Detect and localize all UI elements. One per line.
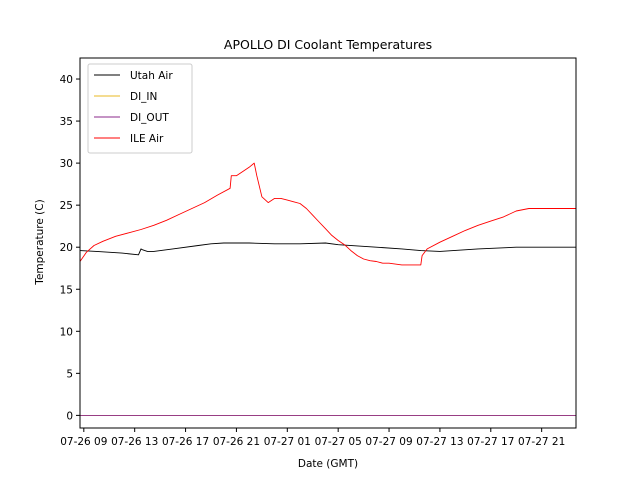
x-tick-label: 07-27 01 [264, 436, 311, 448]
y-tick-label: 20 [60, 242, 73, 254]
legend-label-di-out: DI_OUT [130, 112, 169, 124]
y-tick-label: 40 [60, 74, 73, 86]
legend-label-di-in: DI_IN [130, 91, 157, 103]
chart-title: APOLLO DI Coolant Temperatures [224, 37, 432, 52]
y-tick-label: 5 [66, 368, 73, 380]
x-tick-label: 07-27 05 [315, 436, 362, 448]
series-line-utah-air [79, 242, 576, 256]
y-axis-label: Temperature (C) [34, 199, 46, 285]
x-tick-label: 07-26 17 [162, 436, 209, 448]
x-axis-label: Date (GMT) [298, 458, 358, 470]
y-tick-label: 15 [60, 284, 73, 296]
y-tick-label: 0 [66, 410, 73, 422]
legend-box [87, 63, 193, 154]
x-tick-label: 07-26 21 [213, 436, 260, 448]
legend-label-ile-air: ILE Air [130, 133, 164, 145]
series-line-ile-air [79, 162, 576, 266]
y-tick-label: 30 [60, 158, 73, 170]
legend: Utah Air DI_IN DI_OUT ILE Air [87, 63, 193, 154]
x-tick-label: 07-27 13 [416, 436, 463, 448]
x-tick-label: 07-26 13 [111, 436, 158, 448]
axes: 0 5 10 15 20 25 30 35 40 07-26 09 07-26 13 07-26 17… [60, 57, 577, 448]
legend-label-utah-air: Utah Air [130, 70, 173, 82]
plot-frame [79, 57, 577, 429]
y-tick-label: 35 [60, 116, 73, 128]
y-tick-label: 25 [60, 200, 73, 212]
x-tick-label: 07-27 21 [518, 436, 565, 448]
y-tick-label: 10 [60, 326, 73, 338]
x-tick-label: 07-27 17 [467, 436, 514, 448]
x-tick-label: 07-26 09 [60, 436, 107, 448]
x-tick-label: 07-27 09 [365, 436, 412, 448]
